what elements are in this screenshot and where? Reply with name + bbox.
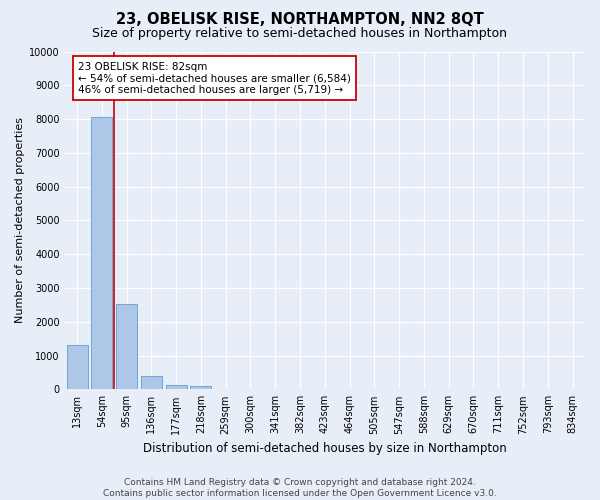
Bar — [190, 386, 211, 390]
Text: 23 OBELISK RISE: 82sqm
← 54% of semi-detached houses are smaller (6,584)
46% of : 23 OBELISK RISE: 82sqm ← 54% of semi-det… — [78, 62, 351, 95]
Text: Size of property relative to semi-detached houses in Northampton: Size of property relative to semi-detach… — [92, 28, 508, 40]
Bar — [116, 304, 137, 390]
X-axis label: Distribution of semi-detached houses by size in Northampton: Distribution of semi-detached houses by … — [143, 442, 507, 455]
Bar — [141, 376, 162, 390]
Bar — [67, 344, 88, 390]
Y-axis label: Number of semi-detached properties: Number of semi-detached properties — [15, 118, 25, 324]
Bar — [166, 384, 187, 390]
Bar — [91, 118, 112, 390]
Text: 23, OBELISK RISE, NORTHAMPTON, NN2 8QT: 23, OBELISK RISE, NORTHAMPTON, NN2 8QT — [116, 12, 484, 28]
Text: Contains HM Land Registry data © Crown copyright and database right 2024.
Contai: Contains HM Land Registry data © Crown c… — [103, 478, 497, 498]
